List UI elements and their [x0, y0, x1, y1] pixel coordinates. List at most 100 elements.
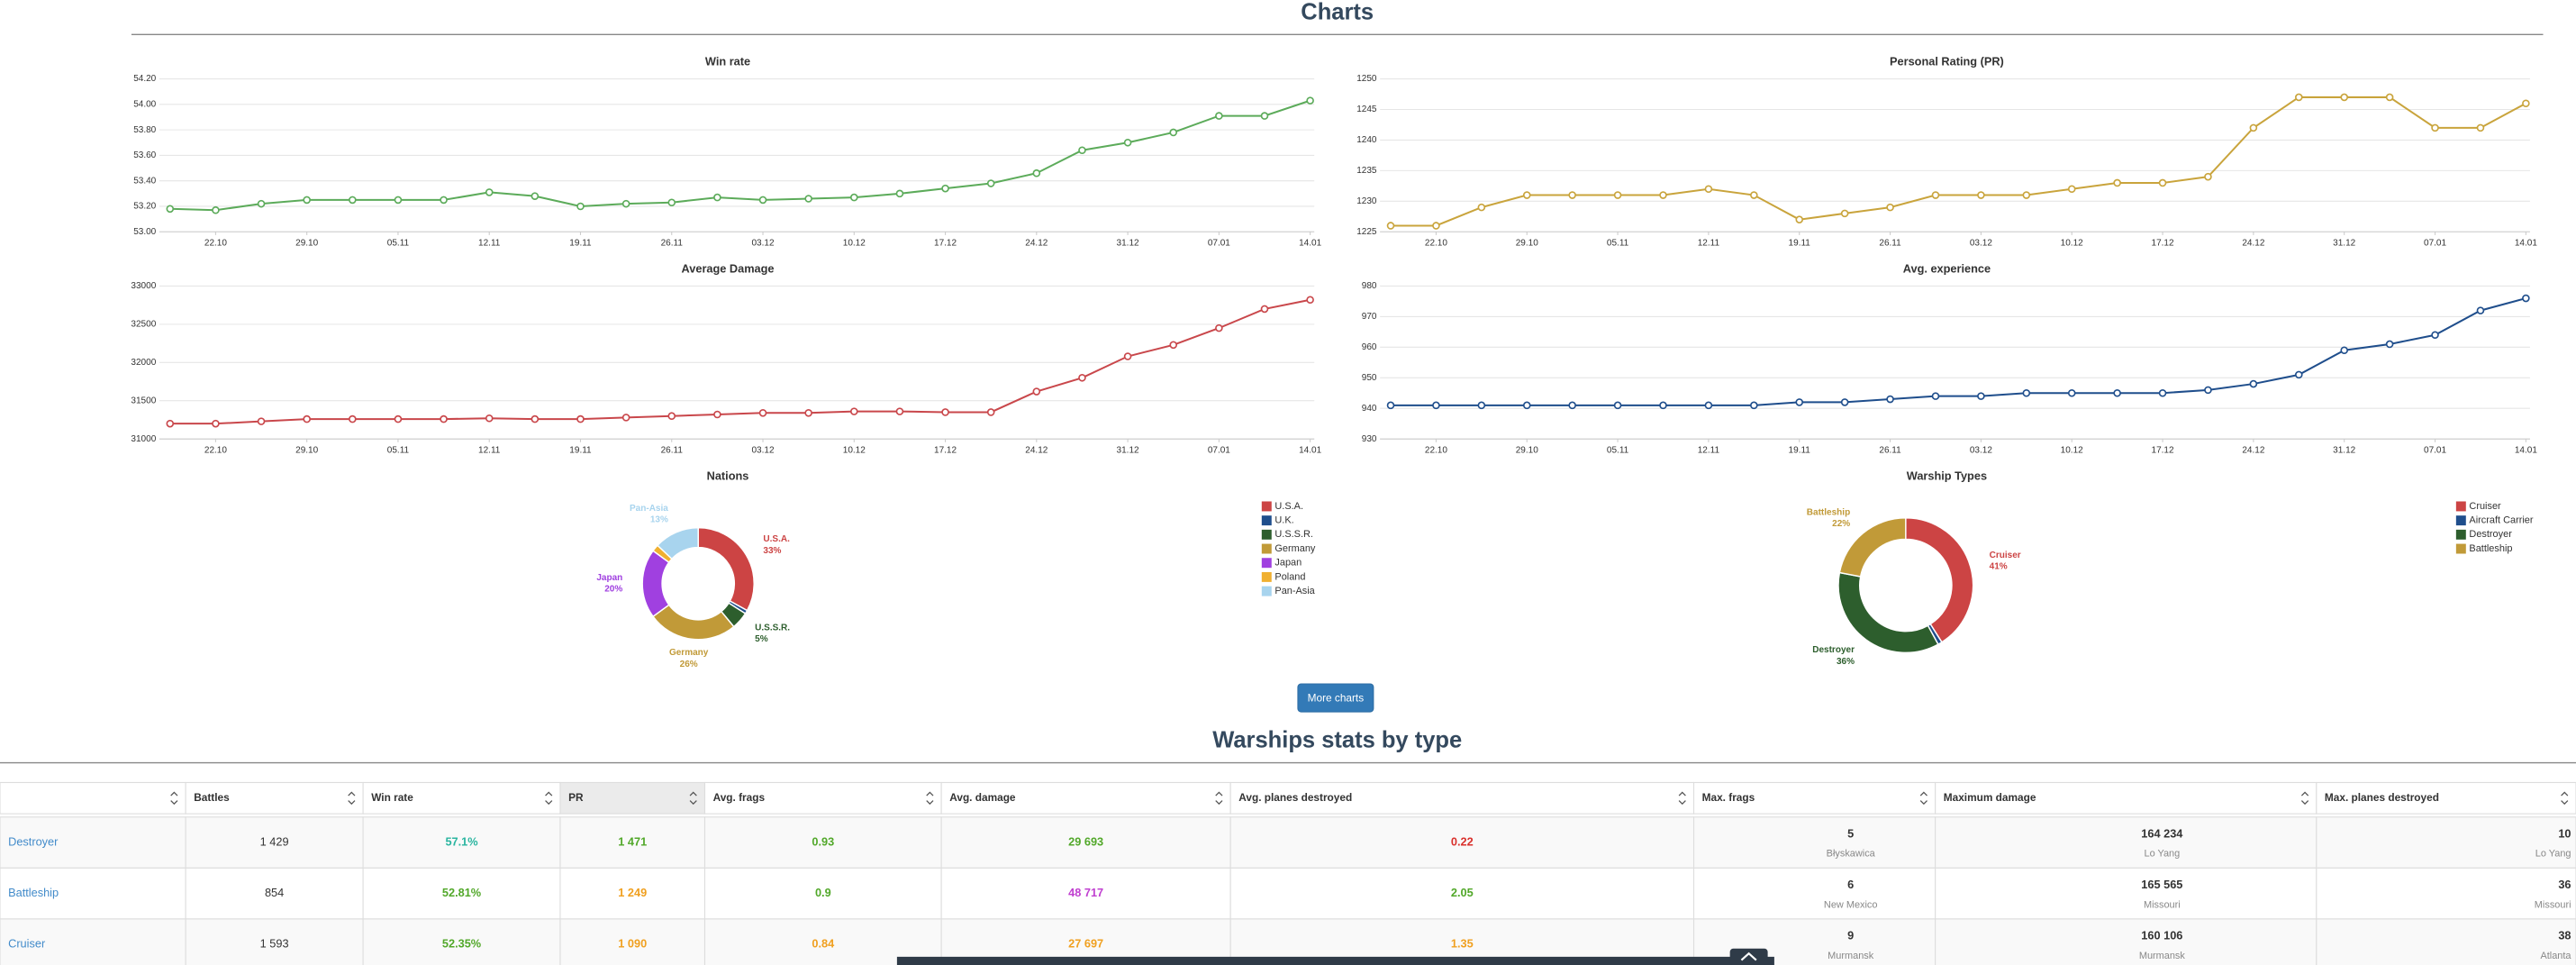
x-tick-label: 22.10	[1425, 239, 1447, 249]
data-point	[1931, 191, 1940, 199]
table-cell	[362, 816, 561, 869]
data-point	[1613, 191, 1622, 199]
table-cell	[2316, 918, 2576, 965]
header-cell[interactable]	[940, 781, 1231, 815]
ship-type-link[interactable]: Destroyer	[8, 834, 59, 848]
data-point	[166, 205, 175, 214]
table-cell	[1935, 816, 2317, 869]
stat-value: 1 429	[260, 834, 289, 848]
max-value: 36	[2558, 878, 2571, 891]
column-header[interactable]: Max. planes destroyed	[2325, 791, 2439, 804]
chart-title: Average Damage	[682, 262, 775, 276]
data-point	[804, 195, 812, 203]
sort-icon[interactable]	[926, 791, 934, 806]
donut-slice	[1837, 571, 1939, 654]
y-tick-label: 33000	[131, 281, 156, 291]
data-point	[531, 192, 540, 200]
data-point	[485, 414, 494, 423]
data-point	[1568, 191, 1576, 199]
data-point	[531, 414, 540, 423]
table-cell	[559, 816, 706, 869]
sort-icon[interactable]	[1919, 791, 1927, 806]
data-point	[1123, 138, 1132, 147]
more-charts-button[interactable]	[1297, 683, 1374, 713]
header-cell[interactable]	[2316, 781, 2576, 815]
max-value: 38	[2558, 928, 2571, 942]
column-header[interactable]: Max. frags	[1702, 791, 1755, 804]
header-cell[interactable]	[362, 781, 561, 815]
header-cell[interactable]	[0, 781, 186, 815]
x-tick-label: 24.12	[2242, 239, 2264, 249]
data-point	[1169, 128, 1178, 137]
data-point	[2522, 99, 2530, 108]
x-tick-label: 14.01	[2515, 446, 2537, 456]
header-cell[interactable]	[703, 781, 942, 815]
table-cell	[2316, 816, 2576, 869]
y-tick-label: 53.60	[133, 150, 156, 160]
y-tick-label: 31500	[131, 396, 156, 405]
ship-type-link[interactable]: Cruiser	[8, 937, 46, 951]
legend-label: U.S.S.R.	[1274, 529, 1313, 540]
data-point	[1840, 398, 1849, 406]
data-point	[2385, 93, 2394, 102]
x-tick-label: 12.11	[478, 239, 501, 249]
x-tick-label: 22.10	[204, 446, 227, 456]
chart-title: Avg. experience	[1903, 262, 1991, 276]
sort-icon[interactable]	[1678, 791, 1686, 806]
header-cell[interactable]	[1692, 781, 1937, 815]
data-point	[804, 409, 812, 417]
x-tick-label: 07.01	[2424, 446, 2446, 456]
data-point	[485, 188, 494, 196]
ship-name: Missouri	[2535, 899, 2571, 910]
column-header[interactable]: Avg. frags	[713, 791, 766, 804]
data-point	[986, 408, 995, 416]
max-value: 6	[1847, 878, 1854, 891]
header-cell[interactable]	[1229, 781, 1695, 815]
data-point	[576, 414, 585, 423]
x-tick-label: 10.12	[2061, 446, 2083, 456]
sort-icon[interactable]	[170, 791, 178, 806]
data-point	[1123, 352, 1132, 360]
ship-type-link[interactable]: Battleship	[8, 886, 59, 899]
y-tick-label: 54.20	[133, 74, 156, 84]
sort-icon[interactable]	[2561, 791, 2569, 806]
header-cell[interactable]	[185, 781, 364, 815]
sort-icon[interactable]	[1215, 791, 1223, 806]
column-header[interactable]: Avg. damage	[949, 791, 1016, 804]
column-header[interactable]: Avg. planes destroyed	[1238, 791, 1352, 804]
data-point	[2158, 178, 2167, 187]
x-tick-label: 12.11	[478, 446, 501, 456]
sort-icon[interactable]	[689, 791, 697, 806]
x-tick-label: 19.11	[569, 446, 592, 456]
data-point	[1750, 401, 1758, 410]
header-cell[interactable]	[1935, 781, 2317, 815]
legend-label: U.S.A.	[1274, 501, 1303, 512]
max-value: 10	[2558, 826, 2571, 840]
chevron-icon[interactable]	[1740, 951, 1757, 961]
x-tick-label: 07.01	[2424, 239, 2446, 249]
data-point	[2476, 306, 2485, 314]
data-point	[1886, 395, 1894, 404]
table-cell	[1692, 816, 1937, 869]
data-point	[2340, 93, 2348, 102]
data-point	[1078, 373, 1086, 382]
slice-label: Germany	[669, 648, 709, 658]
table-cell	[185, 867, 364, 920]
table-cell	[2316, 867, 2576, 920]
bottom-bar-toggle[interactable]	[1729, 948, 1768, 965]
ship-name: Lo Yang	[2535, 849, 2571, 860]
data-point	[2295, 93, 2303, 102]
sort-icon[interactable]	[545, 791, 553, 806]
column-header[interactable]: Battles	[194, 791, 230, 804]
stat-value: 2.05	[1451, 886, 1474, 899]
button-label[interactable]: More charts	[1308, 692, 1365, 705]
legend-swatch	[1261, 515, 1272, 526]
sort-icon[interactable]	[348, 791, 356, 806]
sort-icon[interactable]	[2300, 791, 2309, 806]
x-tick-label: 29.10	[1516, 446, 1538, 456]
column-header[interactable]: Win rate	[371, 791, 413, 804]
slice-label: Pan-Asia	[630, 504, 668, 514]
data-point	[1522, 191, 1531, 199]
column-header[interactable]: PR	[568, 791, 584, 804]
column-header[interactable]: Maximum damage	[1944, 791, 2036, 804]
